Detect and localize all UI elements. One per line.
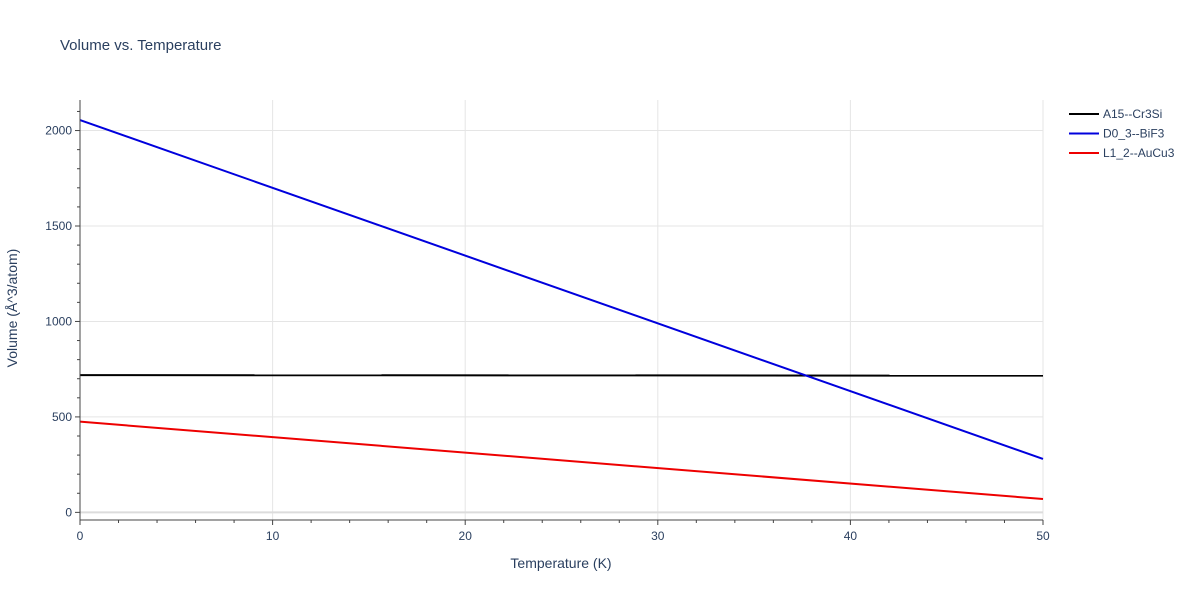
- y-tick-label: 0: [65, 505, 72, 519]
- legend-label: D0_3--BiF3: [1103, 127, 1165, 141]
- legend-item[interactable]: D0_3--BiF3: [1069, 127, 1165, 141]
- axes: [75, 100, 1044, 525]
- x-tick-label: 20: [459, 529, 473, 543]
- legend-label: A15--Cr3Si: [1103, 107, 1162, 121]
- series-line[interactable]: [79, 420, 1044, 500]
- y-tick-label: 1000: [45, 314, 72, 328]
- x-tick-label: 50: [1036, 529, 1050, 543]
- x-axis-title: Temperature (K): [510, 555, 611, 571]
- x-tick-label: 40: [844, 529, 858, 543]
- legend-label: L1_2--AuCu3: [1103, 146, 1175, 160]
- chart-title: Volume vs. Temperature: [60, 37, 221, 54]
- grid: [80, 100, 1044, 520]
- x-tick-label: 10: [266, 529, 280, 543]
- legend-item[interactable]: A15--Cr3Si: [1069, 107, 1162, 121]
- legend[interactable]: A15--Cr3Si D0_3--BiF3 L1_2--AuCu3: [1069, 107, 1175, 160]
- y-tick-label: 500: [52, 410, 72, 424]
- series-line[interactable]: [79, 119, 1044, 460]
- x-tick-label: 0: [77, 529, 84, 543]
- y-tick-label: 1500: [45, 219, 72, 233]
- y-tick-label: 2000: [45, 124, 72, 138]
- x-tick-label: 30: [651, 529, 665, 543]
- data-lines: [79, 119, 1044, 500]
- legend-item[interactable]: L1_2--AuCu3: [1069, 146, 1175, 160]
- series-line[interactable]: [79, 374, 1044, 377]
- y-axis-title: Volume (Å^3/atom): [4, 249, 20, 368]
